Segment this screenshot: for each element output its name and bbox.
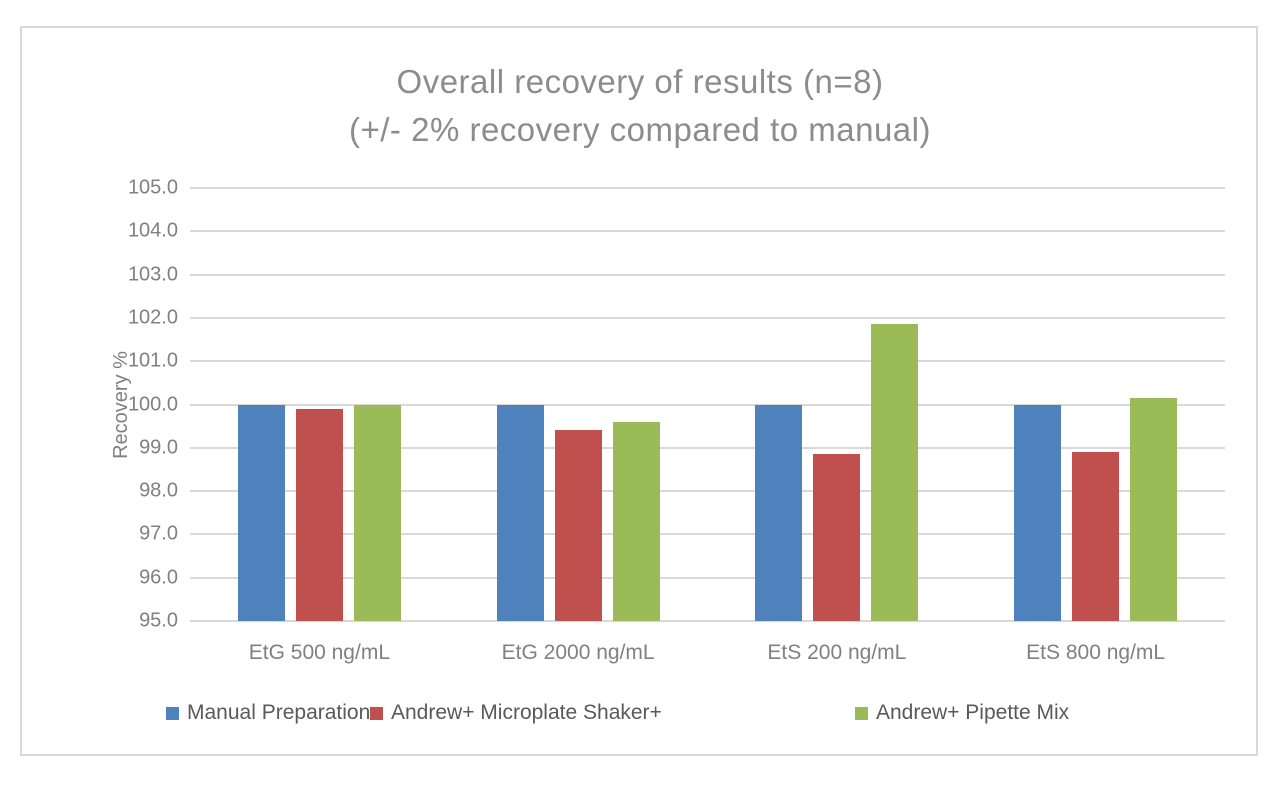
gridline [190,316,1225,319]
x-axis-category-label: EtG 2000 ng/mL [501,641,655,664]
x-axis-labels: EtG 500 ng/mL EtG 2000 ng/mL EtS 200 ng/mL… [190,641,1225,665]
gridline [190,360,1225,363]
bar-series-3-category-4 [1130,398,1178,621]
bar-series-1-category-4 [1014,404,1062,621]
y-axis-tick-label: 101.0 [127,349,178,372]
x-axis-category-label: EtG 500 ng/mL [248,641,390,664]
gridline [190,576,1225,579]
y-axis-tick-label: 96.0 [139,566,178,589]
gridline [190,230,1225,233]
bar-series-1-category-3 [755,404,803,621]
legend-label: Andrew+ Pipette Mix [876,701,1070,724]
legend-swatch-icon [855,706,868,720]
legend-item-3: Andrew+ Pipette Mix [855,700,1069,726]
legend-label: Andrew+ Microplate Shaker+ [391,701,662,724]
bar-series-1-category-1 [237,404,285,621]
chart-title: Overall recovery of results (n=8) (+/- 2… [0,58,1280,154]
legend-item-2: Andrew+ Microplate Shaker+ [370,700,662,726]
chart-frame [20,26,1258,756]
legend-label: Manual Preparation [187,701,371,724]
gridline [190,533,1225,536]
bar-series-1-category-2 [496,404,544,621]
gridline [190,620,1225,622]
y-axis-tick-label: 99.0 [139,436,178,459]
chart-title-line-1: Overall recovery of results (n=8) [396,63,884,100]
bar-series-2-category-2 [554,430,602,621]
legend-swatch-icon [166,706,179,720]
plot-area [190,187,1225,622]
bar-series-2-category-3 [813,454,861,621]
bar-series-2-category-1 [295,408,343,621]
bar-series-3-category-3 [871,324,919,621]
y-axis-tick-label: 103.0 [127,263,178,286]
legend-swatch-icon [370,706,383,720]
bar-series-3-category-2 [612,421,660,621]
bar-series-2-category-4 [1072,452,1120,621]
gridline [190,273,1225,276]
gridline [190,446,1225,449]
legend-item-1: Manual Preparation [166,700,370,726]
y-axis-tick-label: 97.0 [139,522,178,545]
legend: Manual Preparation Andrew+ Microplate Sha… [0,700,1280,730]
gridline [190,403,1225,406]
y-axis-tick-labels: 105.0 104.0 103.0 102.0 101.0 100.0 99.0 98.0 97… [0,177,178,632]
x-axis-category-label: EtS 800 ng/mL [1026,641,1166,664]
y-axis-tick-label: 95.0 [139,609,178,632]
gridline [190,490,1225,493]
bar-series-3-category-1 [353,404,401,621]
y-axis-tick-label: 105.0 [127,176,178,199]
x-axis-category-label: EtS 200 ng/mL [767,641,907,664]
y-axis-tick-label: 104.0 [127,219,178,242]
y-axis-tick-label: 100.0 [127,393,178,415]
gridline [190,187,1225,189]
chart-title-line-2: (+/- 2% recovery compared to manual) [349,111,931,148]
y-axis-tick-label: 98.0 [139,479,178,502]
y-axis-tick-label: 102.0 [127,306,178,329]
